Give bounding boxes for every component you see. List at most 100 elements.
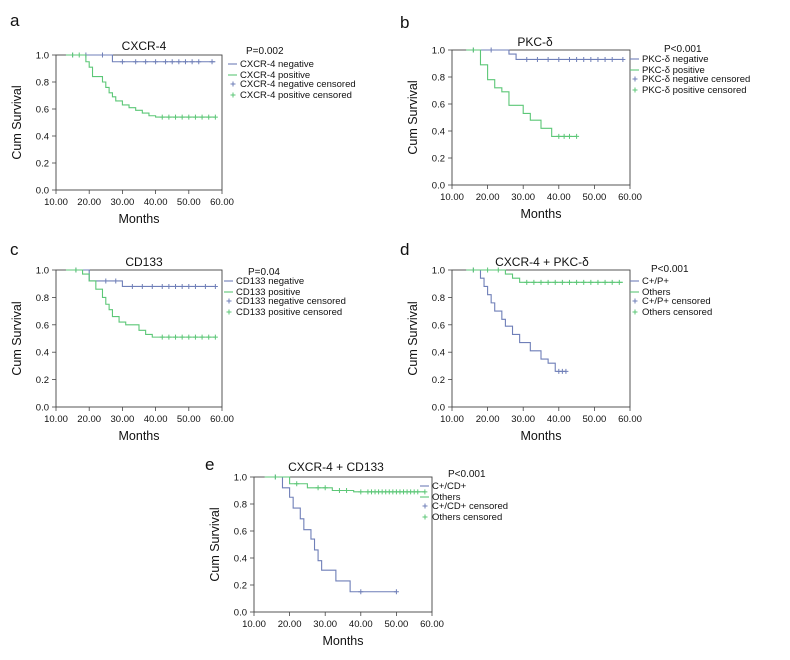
censor-mark — [358, 589, 364, 595]
x-axis-label: Months — [119, 429, 160, 443]
censor-mark — [545, 279, 551, 285]
survival-curve-group1 — [65, 54, 216, 63]
legend-label: C+/P+ censored — [642, 296, 711, 307]
y-tick-label: 1.0 — [432, 266, 445, 277]
censor-mark — [173, 283, 179, 289]
censor-mark — [581, 56, 587, 62]
censor-mark — [159, 283, 165, 289]
y-tick-label: 0.6 — [432, 100, 445, 111]
legend-label: C+/CD+ censored — [432, 501, 508, 512]
legend-censor-swatch — [230, 81, 236, 87]
legend-label: PKC-δ positive — [642, 65, 705, 76]
legend-label: Others censored — [432, 512, 502, 523]
censor-mark — [133, 59, 139, 65]
censor-mark — [182, 59, 188, 65]
y-tick-label: 0.8 — [36, 293, 49, 304]
y-axis-label: Cum Survival — [10, 85, 24, 159]
censor-mark — [524, 279, 530, 285]
x-tick-label: 30.00 — [111, 414, 135, 425]
censor-mark — [545, 56, 551, 62]
censor-mark — [620, 56, 626, 62]
y-axis-label: Cum Survival — [406, 80, 420, 154]
y-tick-label: 1.0 — [432, 46, 445, 57]
censor-mark — [574, 133, 580, 139]
censor-mark — [189, 59, 195, 65]
censor-mark — [139, 283, 145, 289]
p-value: P<0.001 — [664, 44, 702, 55]
legend-label: CXCR-4 negative censored — [240, 79, 356, 90]
censor-mark — [199, 114, 205, 120]
censor-mark — [179, 283, 185, 289]
x-tick-label: 40.00 — [547, 192, 571, 203]
censor-mark — [129, 283, 135, 289]
y-tick-label: 0.0 — [432, 181, 445, 192]
y-tick-label: 0.8 — [432, 73, 445, 84]
legend-label: Others — [432, 492, 461, 503]
km-panel-c: c CD133 P=0.04 0.0 0.2 0.4 0.6 0.8 1.0 10.00 20.00… — [10, 240, 346, 443]
legend-censor-swatch — [226, 298, 232, 304]
legend-label: CXCR-4 negative — [240, 59, 314, 70]
y-tick-label: 0.6 — [432, 320, 445, 331]
censor-mark — [602, 56, 608, 62]
censor-mark — [415, 489, 421, 495]
censor-mark — [173, 114, 179, 120]
x-tick-label: 30.00 — [511, 414, 535, 425]
censor-mark — [470, 47, 476, 53]
survival-curve-group1 — [466, 49, 623, 60]
censor-mark — [163, 59, 169, 65]
legend-label: CD133 positive censored — [236, 307, 342, 318]
censor-mark — [113, 278, 119, 284]
legend-censor-swatch — [226, 309, 232, 315]
censor-mark — [202, 283, 208, 289]
censor-mark — [166, 114, 172, 120]
censor-mark — [393, 589, 399, 595]
y-tick-label: 0.0 — [234, 608, 247, 619]
survival-curve-group2 — [264, 476, 425, 493]
y-tick-label: 0.6 — [36, 320, 49, 331]
km-panel-e: e CXCR-4 + CD133 P<0.001 0.0 0.2 0.4 0.6 0.8 1.0… — [205, 455, 508, 648]
censor-mark — [588, 56, 594, 62]
plot-frame — [451, 49, 631, 186]
censor-mark — [119, 59, 125, 65]
censor-mark — [76, 52, 82, 58]
survival-curve-group1 — [264, 476, 397, 593]
censor-mark — [563, 368, 569, 374]
x-tick-label: 30.00 — [111, 197, 135, 208]
x-tick-label: 40.00 — [349, 619, 373, 630]
panel-letter: c — [10, 240, 19, 259]
survival-curve-group2 — [466, 269, 623, 283]
censor-mark — [179, 114, 185, 120]
x-tick-label: 10.00 — [440, 414, 464, 425]
censor-mark — [566, 279, 572, 285]
legend-censor-swatch — [230, 92, 236, 98]
x-tick-label: 20.00 — [77, 197, 101, 208]
legend-label: Others censored — [642, 307, 712, 318]
x-tick-label: 60.00 — [618, 414, 642, 425]
y-tick-label: 0.4 — [234, 554, 247, 565]
censor-mark — [574, 56, 580, 62]
plot-frame — [253, 476, 433, 613]
y-tick-label: 1.0 — [36, 266, 49, 277]
plot-frame — [55, 54, 223, 191]
p-value: P<0.001 — [448, 469, 486, 480]
censor-mark — [153, 59, 159, 65]
legend-label: CXCR-4 positive censored — [240, 90, 352, 101]
censor-mark — [192, 334, 198, 340]
censor-mark — [179, 334, 185, 340]
censor-mark — [166, 283, 172, 289]
legend-censor-swatch — [632, 76, 638, 82]
p-value: P=0.002 — [246, 46, 284, 57]
censor-mark — [212, 334, 218, 340]
y-tick-label: 0.8 — [432, 293, 445, 304]
censor-mark — [199, 334, 205, 340]
survival-curve-group2 — [65, 54, 216, 118]
censor-mark — [344, 488, 350, 493]
censor-mark — [176, 59, 182, 65]
censor-mark — [212, 114, 218, 120]
chart-title: PKC-δ — [517, 35, 553, 49]
censor-mark — [595, 56, 601, 62]
censor-mark — [336, 488, 342, 493]
y-axis-label: Cum Survival — [208, 507, 222, 581]
legend-label: C+/CD+ — [432, 481, 467, 492]
survival-curve-group2 — [65, 269, 216, 338]
